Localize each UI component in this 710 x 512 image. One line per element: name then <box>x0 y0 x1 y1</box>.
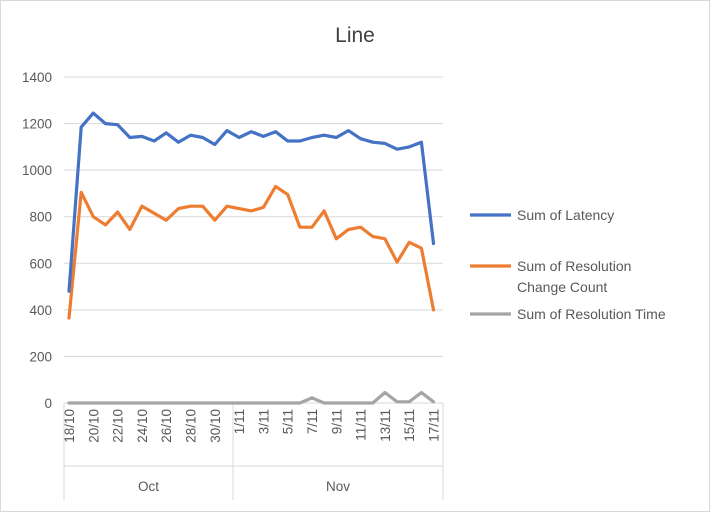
x-axis: 18/10 20/10 22/10 24/10 26/10 28/10 30/10 1/11 3… <box>62 402 444 500</box>
x-tick-label: 5/11 <box>281 409 296 434</box>
y-tick-label: 1200 <box>22 117 52 132</box>
x-group-label: Oct <box>138 479 159 494</box>
x-tick-label: 17/11 <box>427 409 442 442</box>
y-tick-label: 400 <box>29 303 52 318</box>
x-tick-label: 1/11 <box>232 409 247 434</box>
x-tick-label: 11/11 <box>354 409 369 441</box>
legend-label: Sum of Resolution Time <box>517 306 666 322</box>
y-tick-label: 600 <box>29 256 52 271</box>
series-line <box>67 111 436 293</box>
x-tick-label: 26/10 <box>159 409 174 443</box>
x-tick-label: 7/11 <box>305 409 320 434</box>
y-tick-label: 1000 <box>22 163 52 178</box>
x-tick-label: 22/10 <box>111 409 126 443</box>
legend-label: Sum of Resolution <box>517 258 631 274</box>
y-axis-tick-labels: 0 200 400 600 800 1000 1200 1400 <box>22 70 52 411</box>
series-line <box>67 390 436 405</box>
x-tick-label: 24/10 <box>135 409 150 443</box>
x-tick-label: 3/11 <box>256 409 271 434</box>
legend-label: Sum of Latency <box>517 207 614 223</box>
legend-label: Change Count <box>517 279 607 295</box>
x-tick-label: 18/10 <box>62 409 77 443</box>
legend: Sum of Latency Sum of Resolution Change Co… <box>470 207 666 322</box>
y-tick-label: 1400 <box>22 70 52 85</box>
y-tick-label: 0 <box>44 396 52 411</box>
x-tick-label: 13/11 <box>378 409 393 442</box>
x-tick-label: 9/11 <box>329 409 344 434</box>
series-lines <box>67 111 436 405</box>
x-tick-label: 30/10 <box>208 409 223 443</box>
x-tick-label: 15/11 <box>402 409 417 442</box>
y-tick-label: 200 <box>29 349 52 364</box>
y-tick-label: 800 <box>29 210 52 225</box>
x-tick-label: 20/10 <box>86 409 101 443</box>
x-group-label: Nov <box>326 479 350 494</box>
chart-title: Line <box>335 24 375 47</box>
x-tick-label: 28/10 <box>184 409 199 443</box>
series-line <box>67 184 436 320</box>
